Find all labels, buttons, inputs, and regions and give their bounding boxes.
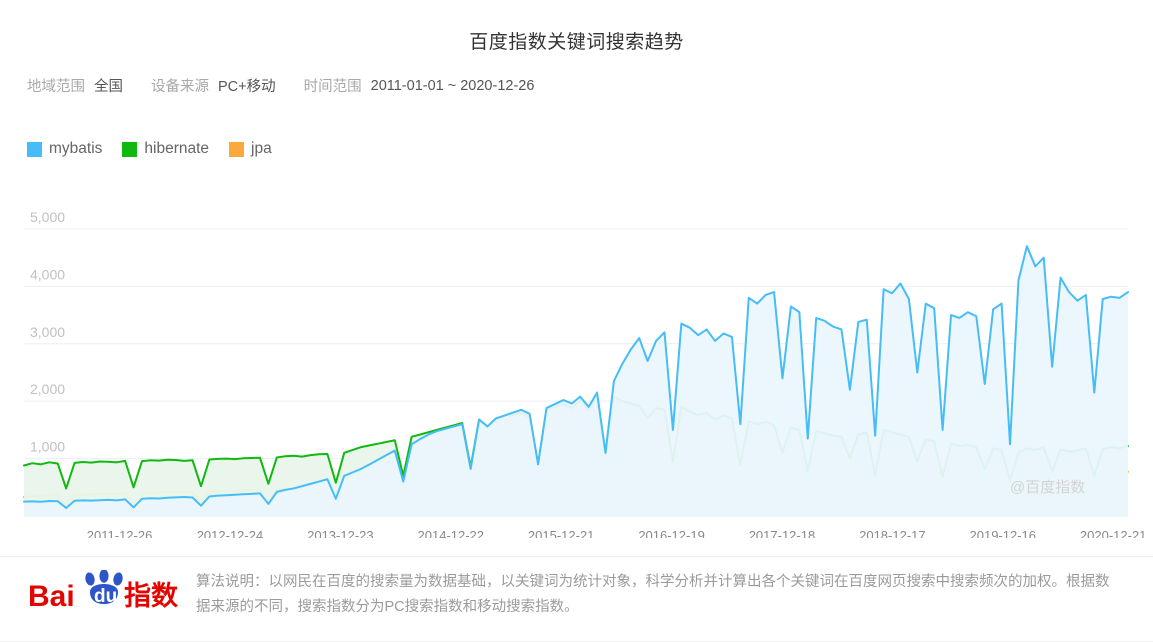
chart-watermark: @百度指数 <box>1010 479 1085 496</box>
legend-label-mybatis: mybatis <box>49 140 103 157</box>
meta-device: 设备来源 PC+移动 <box>151 75 276 96</box>
x-axis-tick-label: 2013-12-23 <box>307 528 374 538</box>
x-axis-tick-label: 2014-12-22 <box>418 528 485 538</box>
meta-time-label: 时间范围 <box>303 79 362 95</box>
trend-chart-svg[interactable]: 1,000 2,000 3,000 4,000 5,000 2011-12-26 2012… <box>0 178 1153 538</box>
baidu-index-logo: Bai du 指数 <box>28 569 188 616</box>
x-axis-tick-label: 2020-12-21 <box>1080 528 1147 538</box>
legend-swatch-mybatis <box>27 141 42 157</box>
chart-meta-row: 地域范围 全国 设备来源 PC+移动 时间范围 2011-01-01 ~ 202… <box>27 75 534 96</box>
y-axis-tick-label: 2,000 <box>30 381 65 397</box>
legend-label-jpa: jpa <box>251 140 272 157</box>
footer-description: 算法说明：以网民在百度的搜索量为数据基础，以关键词为统计对象，科学分析并计算出各… <box>196 574 1110 616</box>
page-title: 百度指数关键词搜索趋势 <box>469 32 684 53</box>
meta-region: 地域范围 全国 <box>27 75 123 96</box>
x-axis-tick-label: 2016-12-19 <box>638 528 705 538</box>
x-axis-tick-label: 2019-12-16 <box>970 528 1037 538</box>
y-axis-tick-label: 4,000 <box>30 266 65 282</box>
x-axis-tick-label: 2017-12-18 <box>749 528 816 538</box>
logo-text-bai: Bai <box>28 580 75 613</box>
legend-item-jpa[interactable]: jpa <box>229 140 272 158</box>
meta-region-value: 全国 <box>94 79 123 95</box>
meta-device-value: PC+移动 <box>218 79 276 95</box>
paw-print-icon <box>85 569 123 604</box>
logo-text-index: 指数 <box>124 581 179 611</box>
page-footer: Bai du 指数 算法说明：以网民在百度的搜索量为数据基础，以关键词为统计对象… <box>0 556 1153 642</box>
x-axis-tick-label: 2012-12-24 <box>197 528 264 538</box>
y-axis-tick-label: 5,000 <box>30 209 65 225</box>
trend-chart[interactable]: 1,000 2,000 3,000 4,000 5,000 2011-12-26 2012… <box>0 178 1153 538</box>
legend-swatch-hibernate <box>122 141 138 157</box>
series-area-mybatis <box>24 246 1128 516</box>
legend-label-hibernate: hibernate <box>144 140 210 157</box>
y-axis-tick-label: 3,000 <box>30 324 65 340</box>
chart-x-axis-labels: 2011-12-26 2012-12-24 2013-12-23 2014-12-22… <box>87 528 1147 538</box>
meta-device-label: 设备来源 <box>151 79 209 95</box>
legend-item-hibernate[interactable]: hibernate <box>122 140 209 158</box>
x-axis-tick-label: 2015-12-21 <box>528 528 595 538</box>
baidu-logo-svg: Bai du 指数 <box>28 569 179 613</box>
meta-region-label: 地域范围 <box>27 79 85 95</box>
meta-time-range: 时间范围 2011-01-01 ~ 2020-12-26 <box>304 75 535 96</box>
legend-swatch-jpa <box>229 141 245 157</box>
y-axis-tick-label: 1,000 <box>30 439 65 455</box>
logo-text-du: du <box>94 586 117 607</box>
series-line-mybatis[interactable] <box>23 245 1129 509</box>
chart-legend: mybatis hibernate jpa <box>27 140 292 158</box>
x-axis-tick-label: 2011-12-26 <box>87 528 153 538</box>
chart-y-axis-labels: 1,000 2,000 3,000 4,000 5,000 <box>30 209 65 455</box>
legend-item-mybatis[interactable]: mybatis <box>27 140 102 158</box>
x-axis-tick-label: 2018-12-17 <box>859 528 926 538</box>
meta-time-value: 2011-01-01 ~ 2020-12-26 <box>370 77 535 94</box>
chart-series-group <box>23 245 1129 516</box>
